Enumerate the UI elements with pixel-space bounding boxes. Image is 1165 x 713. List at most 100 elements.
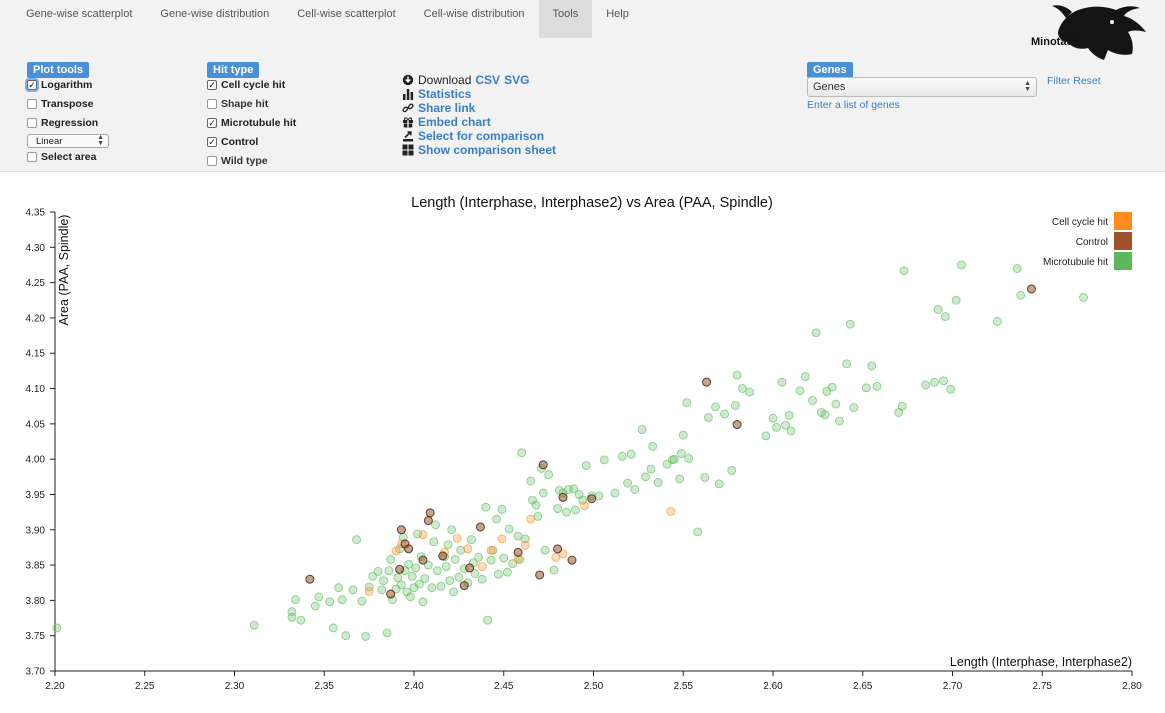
microtubule-hit-point[interactable]: [467, 535, 476, 545]
microtubule-hit-point[interactable]: [508, 559, 518, 569]
microtubule-hit-point[interactable]: [310, 601, 320, 611]
control-point[interactable]: [475, 522, 485, 532]
microtubule-hit-point[interactable]: [1012, 264, 1022, 273]
microtubule-hit-point[interactable]: [641, 472, 650, 482]
microtubule-hit-point[interactable]: [450, 555, 460, 564]
microtubule-hit-point[interactable]: [675, 474, 685, 484]
microtubule-hit-point[interactable]: [481, 502, 491, 512]
microtubule-hit-point[interactable]: [337, 595, 347, 605]
shape-hit-checkbox[interactable]: Shape hit: [207, 98, 268, 110]
genes-select[interactable]: Genes ▲ ▼: [807, 77, 1037, 97]
microtubule-hit-point[interactable]: [526, 476, 536, 486]
cell-cycle-hit-point[interactable]: [486, 545, 496, 555]
microtubule-hit-point[interactable]: [784, 410, 794, 420]
hit-type-header[interactable]: Hit type: [207, 62, 260, 78]
microtubule-hit-point[interactable]: [486, 555, 496, 565]
download-svg-link[interactable]: SVG: [504, 73, 530, 87]
microtubule-hit-point[interactable]: [352, 535, 361, 545]
microtubule-hit-point[interactable]: [377, 585, 387, 595]
microtubule-hit-point[interactable]: [431, 520, 440, 530]
genes-header[interactable]: Genes: [807, 62, 853, 78]
tab-gene-wise-distribution[interactable]: Gene-wise distribution: [160, 8, 270, 20]
control-point[interactable]: [558, 492, 568, 502]
microtubule-hit-point[interactable]: [992, 317, 1002, 326]
microtubule-hit-point[interactable]: [562, 507, 571, 517]
microtubule-hit-point[interactable]: [571, 505, 580, 515]
microtubule-hit-point[interactable]: [456, 545, 466, 555]
control-point[interactable]: [438, 551, 448, 561]
microtubule-hit-point[interactable]: [445, 576, 455, 586]
cell-cycle-hit-point[interactable]: [477, 562, 487, 571]
microtubule-hit-point[interactable]: [553, 504, 562, 513]
microtubule-hit-point[interactable]: [499, 553, 509, 563]
microtubule-hit-point[interactable]: [386, 555, 396, 564]
transpose-checkbox[interactable]: Transpose: [27, 98, 94, 110]
show-comparison-sheet-link[interactable]: Show comparison sheet: [418, 143, 557, 157]
microtubule-hit-point[interactable]: [646, 464, 656, 474]
control-point[interactable]: [538, 460, 548, 470]
control-point[interactable]: [513, 547, 523, 557]
microtubule-hit-point[interactable]: [483, 615, 492, 625]
microtubule-hit-point[interactable]: [861, 383, 871, 393]
control-point[interactable]: [535, 570, 545, 580]
microtubule-hit-point[interactable]: [626, 449, 636, 459]
microtubule-hit-point[interactable]: [777, 377, 787, 387]
microtubule-hit-point[interactable]: [727, 466, 737, 475]
microtubule-hit-point[interactable]: [678, 430, 688, 440]
microtubule-hit-point[interactable]: [610, 488, 620, 498]
microtubule-hit-point[interactable]: [291, 595, 300, 605]
control-point[interactable]: [465, 563, 475, 573]
microtubule-hit-point[interactable]: [835, 416, 844, 426]
microtubule-hit-point[interactable]: [406, 592, 415, 602]
microtubule-hit-point[interactable]: [677, 449, 686, 458]
statistics-link[interactable]: Statistics: [418, 87, 472, 101]
microtubule-hit-point[interactable]: [700, 473, 710, 482]
microtubule-hit-point[interactable]: [441, 562, 451, 571]
microtubule-hit-point[interactable]: [334, 583, 344, 593]
wild-type-checkbox[interactable]: Wild type: [207, 155, 268, 167]
cell-cycle-hit-point[interactable]: [418, 530, 428, 540]
microtubule-hit-point[interactable]: [761, 431, 771, 441]
microtubule-hit-point[interactable]: [429, 537, 439, 547]
control-point[interactable]: [305, 574, 315, 584]
microtubule-hit-point[interactable]: [939, 376, 948, 386]
microtubule-hit-point[interactable]: [397, 580, 406, 590]
microtubule-hit-point[interactable]: [714, 479, 724, 489]
download-csv-link[interactable]: CSV: [475, 73, 501, 87]
microtubule-hit-point[interactable]: [404, 559, 414, 569]
microtubule-hit-point[interactable]: [328, 623, 338, 633]
microtubule-hit-point[interactable]: [517, 448, 527, 458]
control-point[interactable]: [1026, 284, 1036, 294]
control-checkbox[interactable]: ✓ Control: [207, 136, 258, 148]
microtubule-hit-point[interactable]: [940, 312, 950, 321]
microtubule-hit-point[interactable]: [682, 398, 692, 408]
cell-cycle-hit-point[interactable]: [580, 501, 589, 511]
microtubule-hit-checkbox[interactable]: ✓ Microtubule hit: [207, 117, 296, 129]
microtubule-hit-point[interactable]: [897, 401, 907, 411]
microtubule-hit-point[interactable]: [531, 500, 541, 510]
microtubule-hit-point[interactable]: [831, 399, 841, 409]
control-point[interactable]: [459, 581, 469, 591]
microtubule-hit-point[interactable]: [493, 569, 503, 579]
microtubule-hit-point[interactable]: [447, 525, 457, 535]
microtubule-hit-point[interactable]: [443, 540, 453, 549]
microtubule-hit-point[interactable]: [432, 566, 442, 576]
microtubule-hit-point[interactable]: [420, 574, 430, 583]
microtubule-hit-point[interactable]: [867, 361, 877, 371]
microtubule-hit-point[interactable]: [477, 574, 487, 584]
microtubule-hit-point[interactable]: [470, 569, 480, 578]
microtubule-hit-point[interactable]: [827, 382, 837, 392]
microtubule-hit-point[interactable]: [637, 425, 647, 434]
microtubule-hit-point[interactable]: [418, 597, 428, 607]
filter-reset-link[interactable]: Filter Reset: [1047, 75, 1101, 87]
select-area-checkbox[interactable]: Select area: [27, 151, 96, 163]
control-point[interactable]: [732, 420, 742, 430]
microtubule-hit-point[interactable]: [684, 454, 694, 463]
microtubule-hit-point[interactable]: [703, 413, 713, 422]
microtubule-hit-point[interactable]: [538, 488, 548, 498]
microtubule-hit-point[interactable]: [845, 319, 855, 329]
microtubule-hit-point[interactable]: [808, 396, 817, 405]
microtubule-hit-point[interactable]: [544, 470, 554, 480]
microtubule-hit-point[interactable]: [693, 527, 703, 537]
microtubule-hit-point[interactable]: [653, 478, 663, 487]
